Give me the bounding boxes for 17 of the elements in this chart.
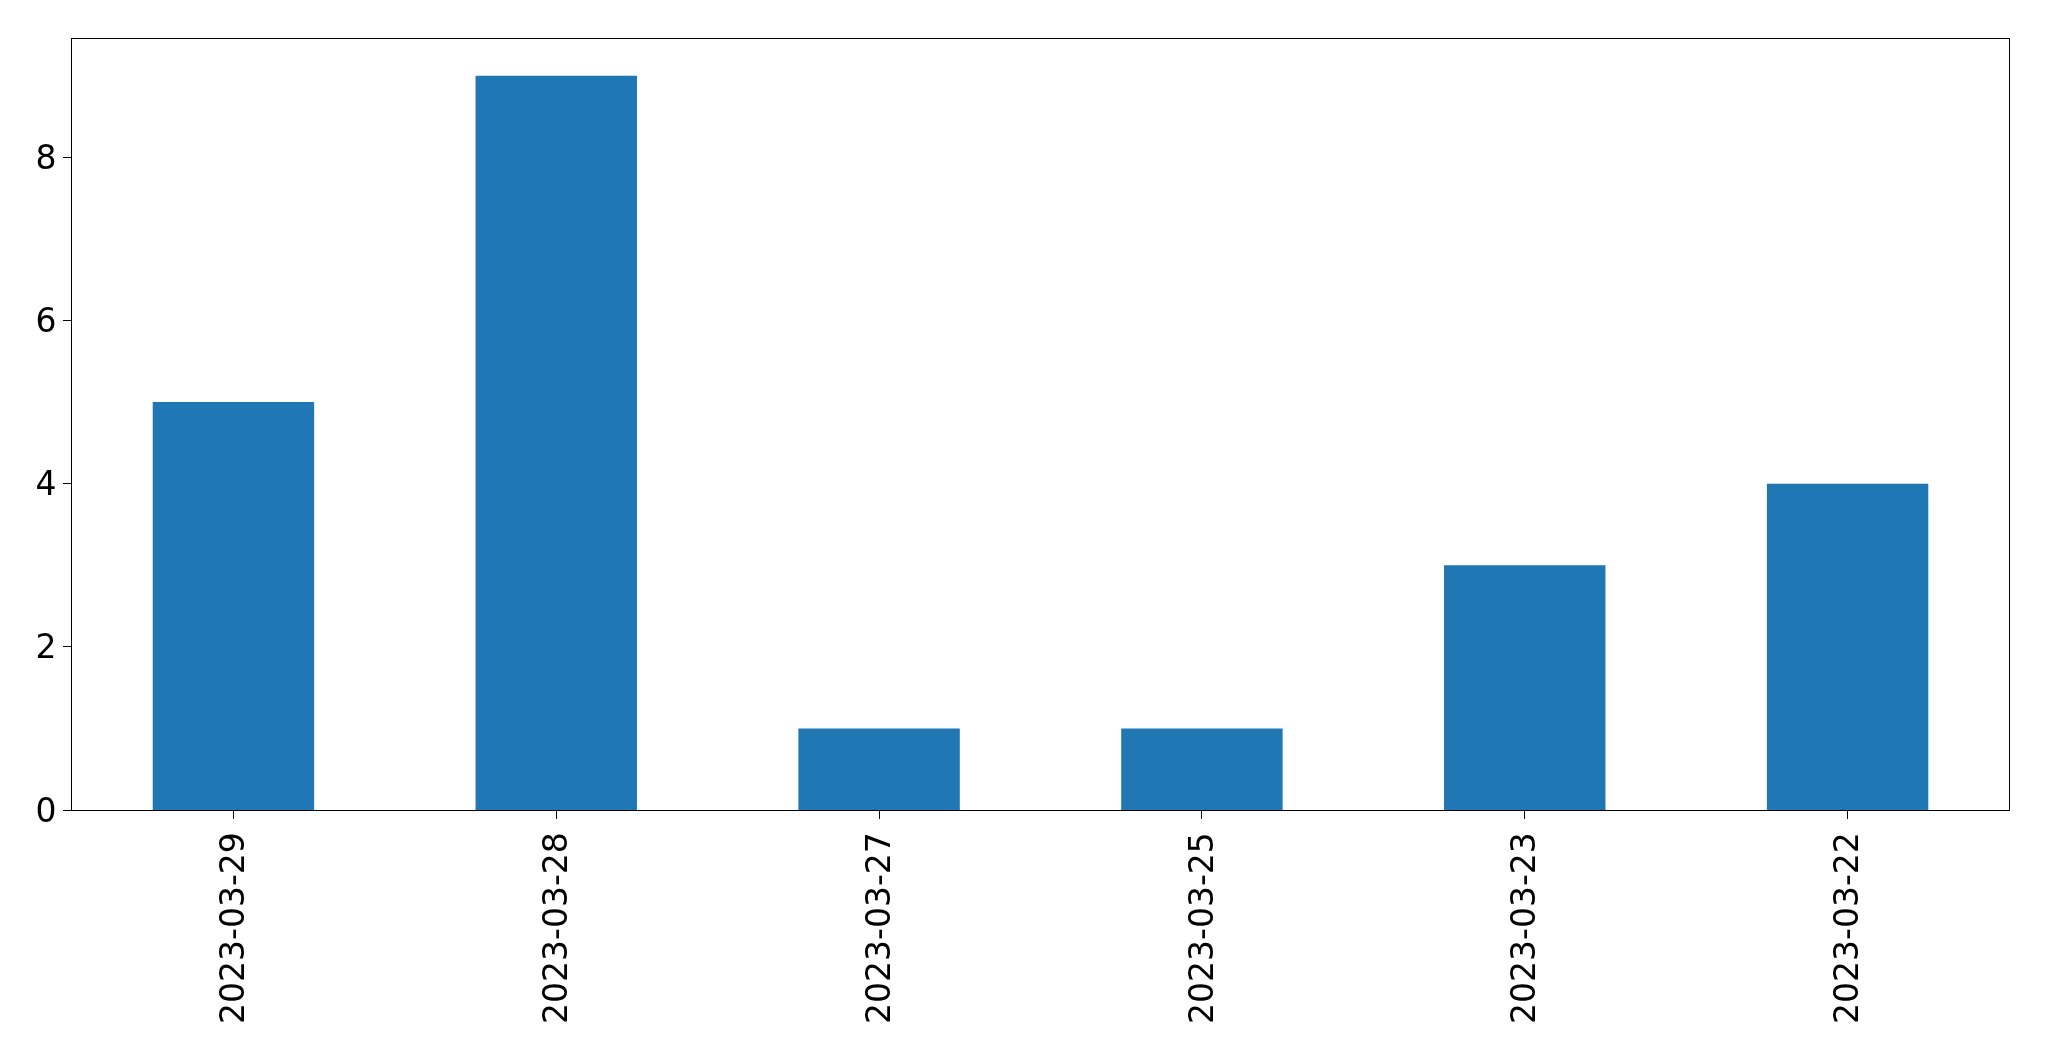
- x-tick-label: 2023-03-23: [1504, 832, 1544, 1024]
- x-tick-label: 2023-03-28: [535, 832, 575, 1024]
- bar: [798, 728, 960, 810]
- y-tick-label: 4: [35, 464, 57, 504]
- y-tick-label: 0: [35, 790, 57, 830]
- x-tick-label: 2023-03-22: [1827, 832, 1867, 1024]
- bar: [1766, 483, 1929, 810]
- y-tick-label: 8: [35, 137, 57, 177]
- x-tick-label: 2023-03-29: [213, 832, 253, 1024]
- bar: [1121, 728, 1283, 810]
- x-tick-label: 2023-03-25: [1181, 832, 1221, 1024]
- x-tick-label: 2023-03-27: [858, 832, 898, 1024]
- bar: [475, 75, 637, 810]
- y-tick-label: 2: [35, 627, 57, 667]
- bar: [1444, 565, 1606, 810]
- y-tick-label: 6: [35, 301, 57, 341]
- bar: [152, 402, 315, 810]
